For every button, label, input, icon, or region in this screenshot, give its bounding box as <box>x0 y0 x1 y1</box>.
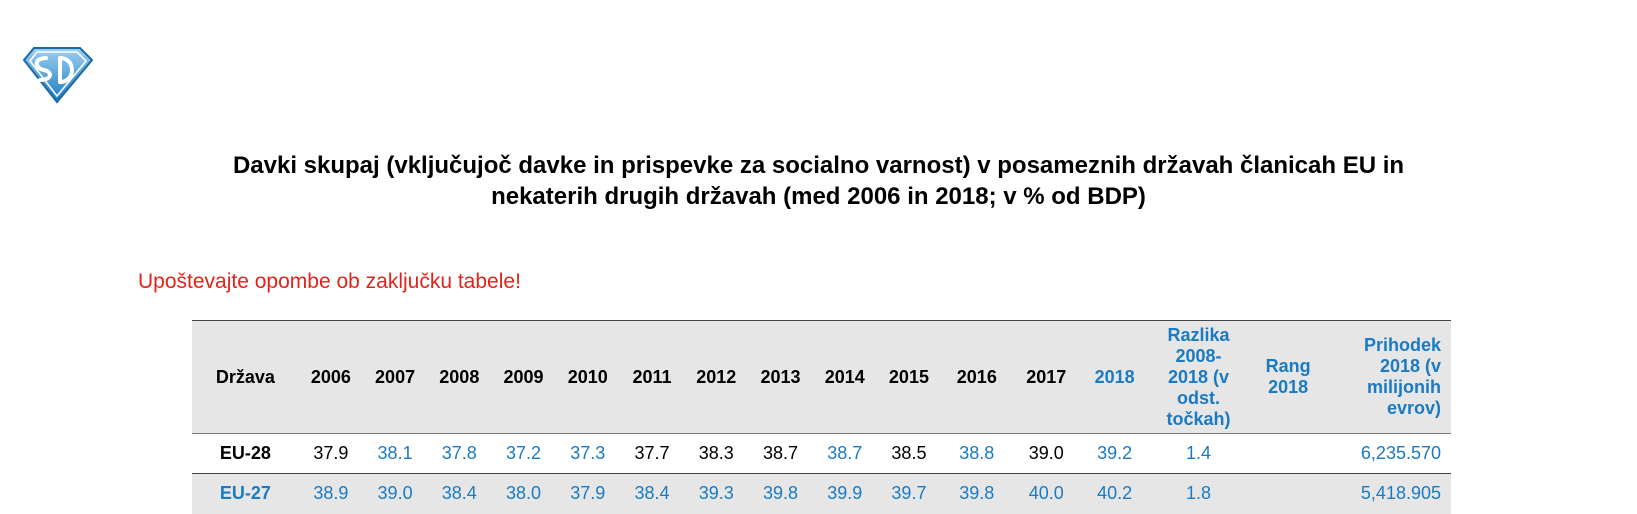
table-row-eu27: EU-27 38.9 39.0 38.4 38.0 37.9 38.4 39.3… <box>192 473 1451 514</box>
header-year: 2011 <box>632 366 672 387</box>
header-year: 2009 <box>503 366 544 387</box>
cell-value: 38.0 <box>491 473 556 514</box>
header-difference-line: Razlika <box>1167 324 1230 345</box>
header-year: 2016 <box>956 366 997 387</box>
cell-value: 38.5 <box>876 433 942 474</box>
cell-rank <box>1247 473 1329 514</box>
header-year: 2007 <box>375 366 416 387</box>
cell-value: 38.1 <box>362 433 428 474</box>
table-notes-reminder: Upoštevajte opombe ob zaključku tabele! <box>138 270 521 293</box>
cell-revenue: 5,418.905 <box>1328 473 1451 514</box>
title-line-1: Davki skupaj (vključujoč davke in prispe… <box>232 152 1405 179</box>
table-header-row: Država 2006 2007 2008 2009 2010 2011 201… <box>192 320 1451 434</box>
header-year: 2010 <box>567 366 608 387</box>
header-difference-line: 2008- <box>1175 345 1222 366</box>
header-year: 2017 <box>1026 366 1067 387</box>
cell-value: 39.3 <box>684 473 749 514</box>
header-revenue-line: 2018 (v <box>1379 356 1441 376</box>
tax-table: Država 2006 2007 2008 2009 2010 2011 201… <box>192 320 1451 514</box>
header-difference-line: 2018 (v <box>1168 366 1230 387</box>
header-rank: Rang 2018 <box>1248 321 1329 434</box>
header-country: Država <box>215 366 275 387</box>
table-row-eu28: EU-28 37.9 38.1 37.8 37.2 37.3 37.7 38.3… <box>192 433 1451 474</box>
cell-value: 38.7 <box>812 433 877 474</box>
cell-value: 38.4 <box>619 473 685 514</box>
cell-revenue: 6,235.570 <box>1328 433 1451 474</box>
cell-difference: 1.4 <box>1149 433 1248 474</box>
cell-value: 39.9 <box>812 473 877 514</box>
cell-value: 39.8 <box>748 473 813 514</box>
cell-value: 37.7 <box>619 433 685 474</box>
cell-value: 39.7 <box>876 473 942 514</box>
cell-value: 37.3 <box>555 433 620 474</box>
header-year-2018: 2018 <box>1094 366 1135 387</box>
cell-value: 38.4 <box>427 473 492 514</box>
cell-value: 38.9 <box>298 473 363 514</box>
header-rank-line: Rang <box>1265 356 1311 376</box>
cell-value: 38.8 <box>941 433 1013 474</box>
cell-value: 40.0 <box>1012 473 1080 514</box>
cell-value: 38.3 <box>684 433 749 474</box>
cell-value: 37.9 <box>555 473 620 514</box>
header-revenue-line: Prihodek <box>1363 335 1441 355</box>
header-difference-line: odst. <box>1177 387 1221 408</box>
cell-value: 37.9 <box>298 433 363 474</box>
header-difference: Razlika 2008- 2018 (v odst. točkah) <box>1149 321 1247 434</box>
cell-country: EU-28 <box>192 433 299 474</box>
cell-value: 39.8 <box>941 473 1013 514</box>
header-revenue-line: milijonih <box>1367 377 1441 397</box>
sd-shield-logo-icon <box>22 47 94 104</box>
cell-value: 37.2 <box>491 433 556 474</box>
cell-value: 38.7 <box>748 433 813 474</box>
cell-country: EU-27 <box>192 473 299 514</box>
header-year: 2014 <box>824 366 865 387</box>
header-year: 2013 <box>760 366 801 387</box>
cell-value: 39.0 <box>1012 433 1080 474</box>
cell-value: 39.0 <box>362 473 428 514</box>
header-difference-line: točkah) <box>1166 408 1231 429</box>
cell-value-2018: 39.2 <box>1079 433 1150 474</box>
header-year: 2015 <box>888 366 929 387</box>
header-year: 2006 <box>310 366 351 387</box>
cell-value: 37.8 <box>427 433 492 474</box>
header-revenue-line: evrov) <box>1386 398 1441 418</box>
header-revenue: Prihodek 2018 (v milijonih evrov) <box>1329 321 1451 434</box>
header-year: 2012 <box>696 366 737 387</box>
cell-rank <box>1247 433 1329 474</box>
title-line-2: nekaterih drugih državah (med 2006 in 20… <box>491 183 1146 210</box>
header-rank-line: 2018 <box>1268 377 1309 397</box>
cell-value-2018: 40.2 <box>1079 473 1150 514</box>
cell-difference: 1.8 <box>1149 473 1248 514</box>
header-year: 2008 <box>439 366 480 387</box>
page-title: Davki skupaj (vključujoč davke in prispe… <box>100 150 1537 212</box>
